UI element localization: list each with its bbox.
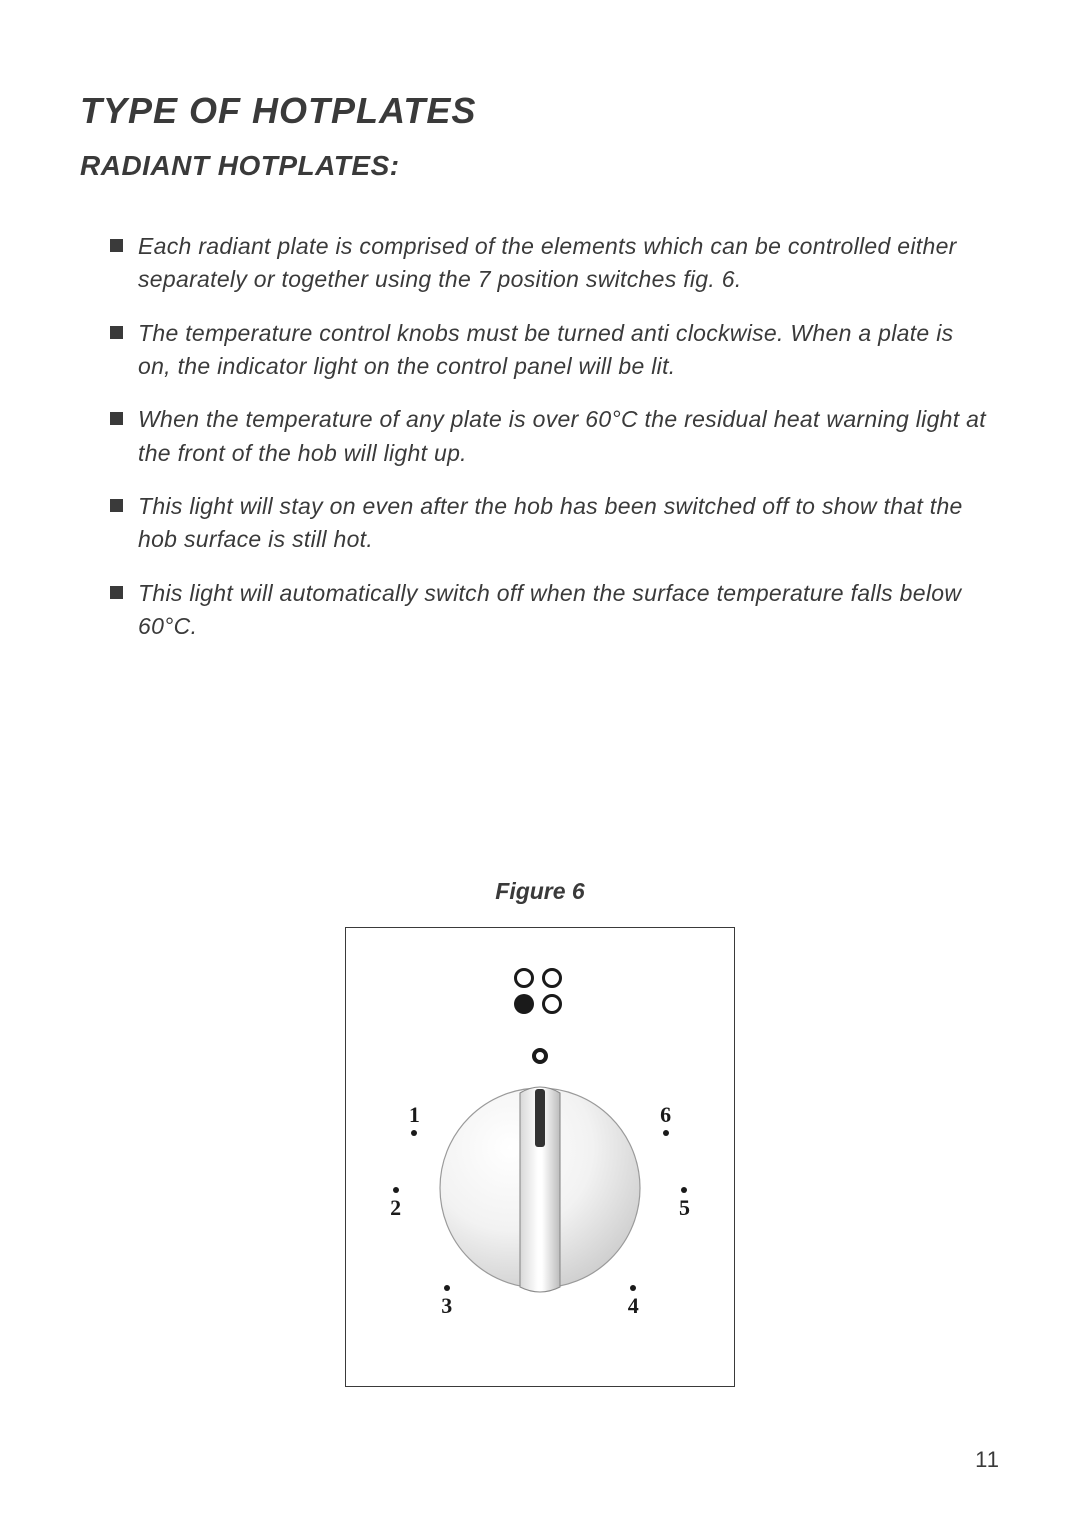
- document-page: TYPE OF HOTPLATES RADIANT HOTPLATES: Eac…: [0, 0, 1080, 1529]
- knob-position-6: 6: [656, 1102, 676, 1136]
- knob-label: 6: [660, 1102, 671, 1127]
- position-dot-icon: [681, 1187, 687, 1193]
- knob-label: 4: [628, 1293, 639, 1318]
- knob-label: 1: [409, 1102, 420, 1127]
- knob-position-5: 5: [674, 1187, 694, 1221]
- position-dot-icon: [663, 1130, 669, 1136]
- page-number: 11: [975, 1447, 1000, 1473]
- knob-label: 2: [390, 1195, 401, 1220]
- list-item: This light will stay on even after the h…: [138, 490, 990, 557]
- figure-6: Figure 6: [345, 878, 735, 1387]
- knob-position-1: 1: [404, 1102, 424, 1136]
- knob-position-4: 4: [623, 1285, 643, 1319]
- position-dot-icon: [393, 1187, 399, 1193]
- figure-caption: Figure 6: [345, 878, 735, 905]
- list-item: Each radiant plate is comprised of the e…: [138, 230, 990, 297]
- hob-selector-icon: [508, 968, 572, 1024]
- figure-box: 1 2 3 4 5: [345, 927, 735, 1387]
- list-item: This light will automatically switch off…: [138, 577, 990, 644]
- list-item: The temperature control knobs must be tu…: [138, 317, 990, 384]
- knob-label: 5: [679, 1195, 690, 1220]
- knob-position-2: 2: [386, 1187, 406, 1221]
- hob-circle-icon: [514, 994, 534, 1014]
- position-dot-icon: [411, 1130, 417, 1136]
- hob-circle-icon: [542, 994, 562, 1014]
- hob-circle-icon: [514, 968, 534, 988]
- hob-circle-icon: [542, 968, 562, 988]
- bullet-list: Each radiant plate is comprised of the e…: [80, 230, 1000, 643]
- control-knob-diagram: 1 2 3 4 5: [390, 1038, 690, 1338]
- knob-icon: [435, 1083, 645, 1293]
- position-dot-icon: [630, 1285, 636, 1291]
- knob-label: 3: [441, 1293, 452, 1318]
- list-item: When the temperature of any plate is ove…: [138, 403, 990, 470]
- knob-position-3: 3: [437, 1285, 457, 1319]
- page-title: TYPE OF HOTPLATES: [80, 90, 1000, 132]
- position-dot-icon: [444, 1285, 450, 1291]
- section-subtitle: RADIANT HOTPLATES:: [80, 150, 1000, 182]
